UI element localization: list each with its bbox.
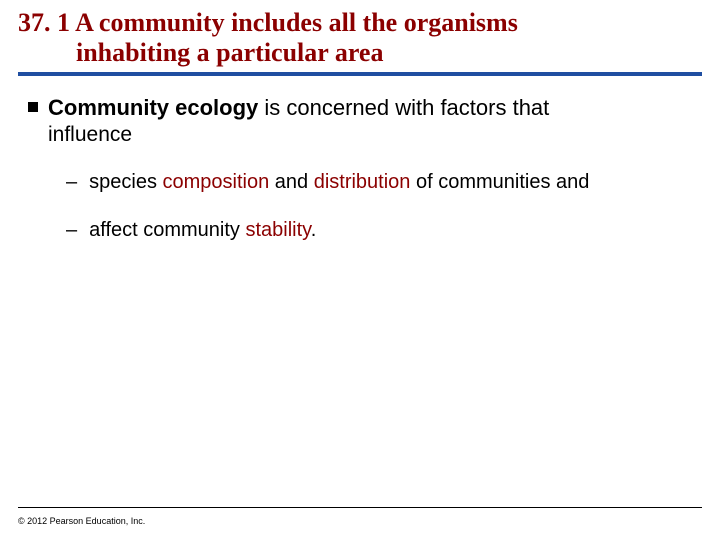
title-line-2: inhabiting a particular area	[18, 38, 702, 68]
main-bullet: Community ecology is concerned with fact…	[28, 94, 702, 122]
sub-bullet: –species composition and distribution of…	[66, 169, 702, 195]
sub-bullet-text: species composition and distribution of …	[89, 169, 589, 195]
highlight-term: distribution	[314, 171, 411, 193]
title-divider	[18, 72, 702, 76]
text-segment: of communities and	[410, 171, 589, 193]
sub-bullet-list: –species composition and distribution of…	[28, 169, 702, 243]
dash-icon: –	[66, 169, 77, 195]
square-bullet-icon	[28, 102, 38, 112]
footer-divider	[18, 507, 702, 508]
title-line-1: 37. 1 A community includes all the organ…	[18, 8, 702, 38]
text-segment: species	[89, 171, 162, 193]
main-bullet-continuation: influence	[28, 123, 702, 147]
main-bullet-rest: is concerned with factors that	[258, 95, 549, 120]
slide-title: 37. 1 A community includes all the organ…	[18, 8, 702, 68]
copyright-text: © 2012 Pearson Education, Inc.	[18, 516, 145, 526]
content-area: Community ecology is concerned with fact…	[18, 94, 702, 244]
main-bullet-bold: Community ecology	[48, 95, 258, 120]
text-segment: affect community	[89, 219, 245, 241]
main-bullet-text: Community ecology is concerned with fact…	[48, 94, 549, 122]
dash-icon: –	[66, 217, 77, 243]
text-segment: .	[311, 219, 317, 241]
slide: 37. 1 A community includes all the organ…	[0, 0, 720, 540]
sub-bullet-text: affect community stability.	[89, 217, 316, 243]
highlight-term: composition	[163, 171, 270, 193]
sub-bullet: –affect community stability.	[66, 217, 702, 243]
text-segment: and	[269, 171, 313, 193]
highlight-term: stability	[245, 219, 310, 241]
